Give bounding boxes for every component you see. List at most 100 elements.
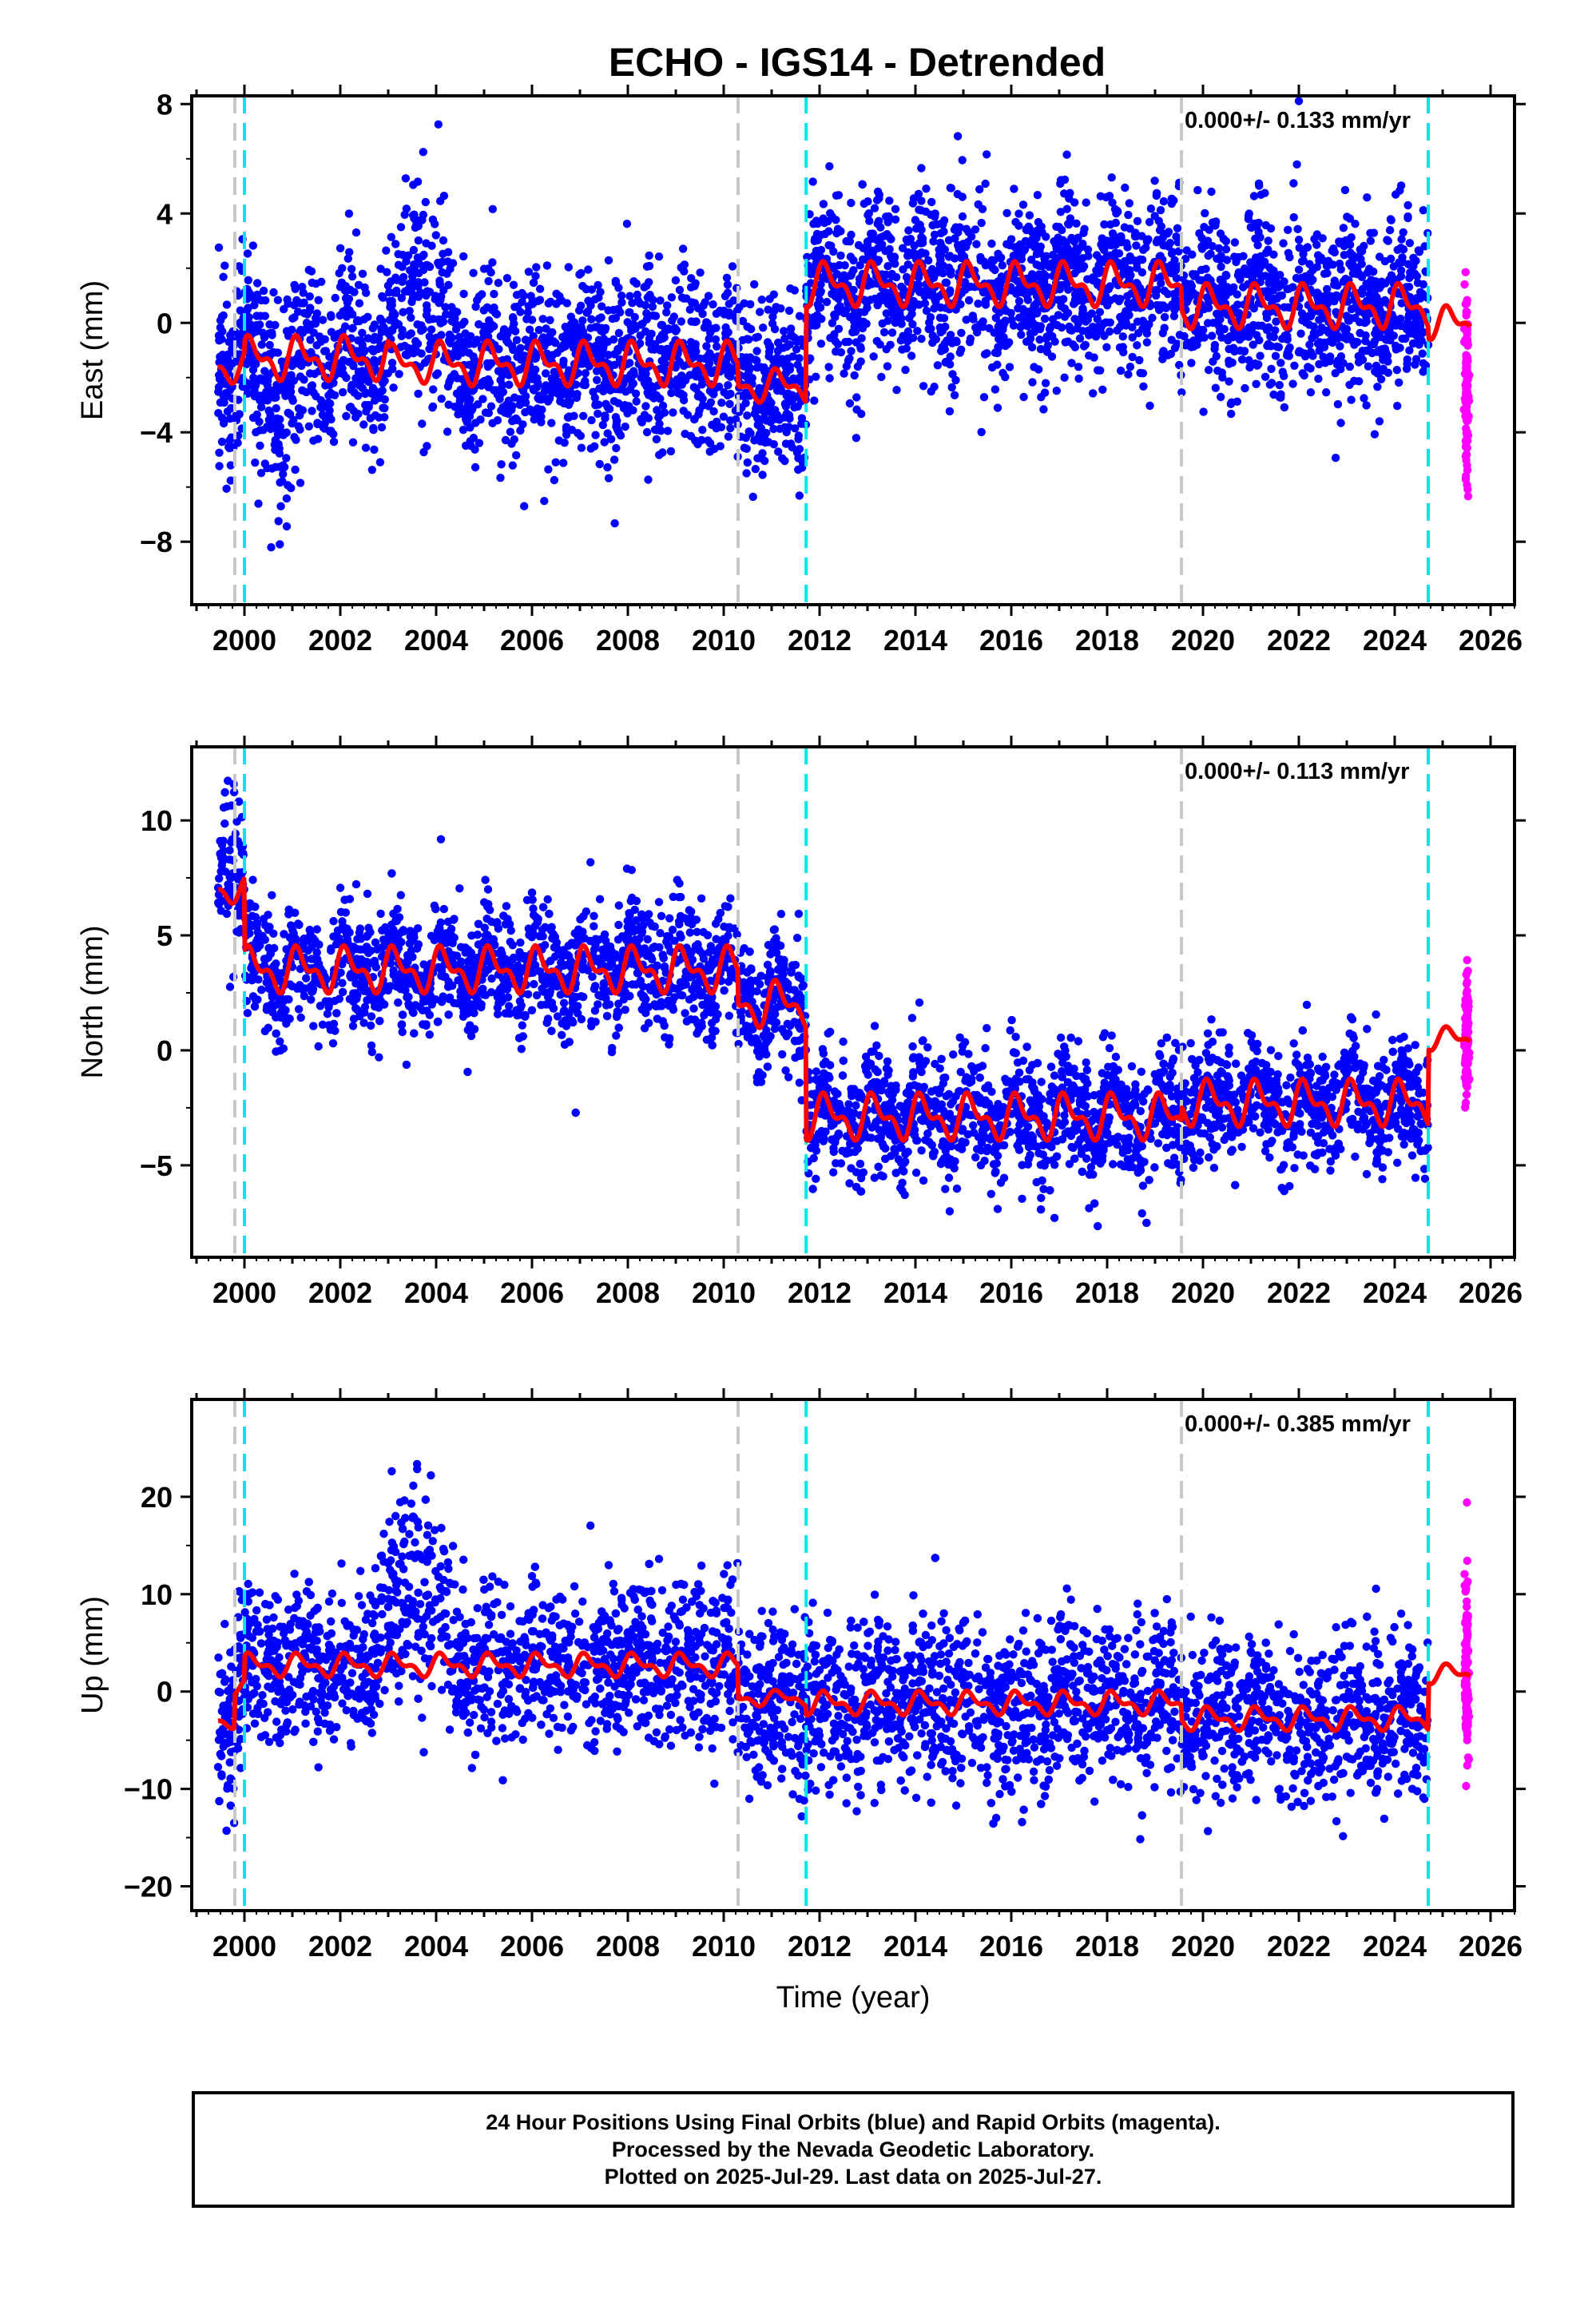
final-orbit-point	[244, 276, 252, 284]
final-orbit-point	[622, 220, 632, 228]
final-orbit-point	[474, 320, 483, 329]
final-orbit-point	[584, 265, 593, 274]
final-orbit-point	[759, 363, 768, 372]
final-orbit-point	[226, 476, 235, 485]
final-orbit-point	[342, 411, 351, 421]
final-orbit-point	[222, 484, 231, 493]
final-orbit-point	[300, 308, 308, 318]
final-orbit-point	[453, 308, 462, 316]
x-tick-label: 2026	[1459, 624, 1523, 657]
final-orbit-point	[891, 204, 900, 213]
final-orbit-point	[1113, 206, 1122, 216]
final-orbit-point	[1253, 222, 1261, 231]
final-orbit-point	[824, 227, 833, 236]
final-orbit-point	[1257, 321, 1267, 330]
final-orbit-point	[1217, 392, 1225, 402]
final-orbit-point	[532, 263, 541, 272]
final-orbit-point	[1297, 348, 1306, 357]
final-orbit-point	[709, 300, 717, 309]
final-orbit-point	[405, 307, 414, 316]
final-orbit-point	[1089, 389, 1098, 398]
final-orbit-point	[1160, 286, 1169, 296]
final-orbit-point	[832, 347, 840, 356]
final-orbit-point	[279, 431, 288, 439]
final-orbit-point	[410, 210, 419, 219]
final-orbit-point	[371, 359, 380, 367]
final-orbit-point	[254, 499, 263, 508]
final-orbit-point	[271, 435, 280, 445]
final-orbit-point	[917, 248, 927, 257]
rapid-orbit-point	[1462, 424, 1471, 433]
final-orbit-point	[290, 433, 299, 442]
final-orbit-point	[1369, 228, 1379, 237]
final-orbit-point	[1316, 253, 1326, 262]
final-orbit-point	[1267, 364, 1276, 373]
final-orbit-point	[1332, 329, 1341, 338]
final-orbit-point	[1393, 402, 1402, 411]
final-orbit-point	[1218, 373, 1227, 382]
final-orbit-point	[1413, 279, 1423, 288]
final-orbit-point	[691, 339, 700, 348]
final-orbit-point	[967, 232, 976, 241]
final-orbit-point	[262, 387, 271, 396]
final-orbit-point	[1284, 351, 1294, 360]
final-orbit-point	[581, 376, 590, 386]
final-orbit-point	[1355, 377, 1364, 386]
final-orbit-point	[658, 401, 668, 411]
final-orbit-point	[1172, 232, 1181, 241]
final-orbit-point	[709, 353, 717, 362]
final-orbit-point	[1399, 228, 1407, 237]
final-orbit-point	[708, 388, 717, 397]
final-orbit-point	[1256, 351, 1264, 360]
final-orbit-point	[1201, 264, 1210, 273]
x-tick-label: 2024	[1363, 624, 1427, 657]
final-orbit-point	[627, 326, 636, 335]
final-orbit-point	[617, 298, 626, 307]
final-orbit-point	[867, 229, 875, 238]
final-orbit-point	[399, 308, 407, 316]
final-orbit-point	[780, 413, 789, 422]
final-orbit-point	[887, 255, 897, 264]
final-orbit-point	[507, 439, 516, 448]
final-orbit-point	[886, 340, 895, 349]
final-orbit-point	[640, 379, 649, 387]
final-orbit-point	[1009, 321, 1018, 330]
final-orbit-point	[1060, 373, 1069, 382]
final-orbit-point	[1033, 191, 1042, 200]
final-orbit-point	[663, 427, 673, 435]
final-orbit-point	[604, 256, 613, 265]
final-orbit-point	[298, 283, 307, 292]
final-orbit-point	[897, 314, 906, 323]
final-orbit-point	[1102, 343, 1111, 351]
final-orbit-point	[565, 412, 574, 421]
final-orbit-point	[883, 362, 892, 371]
final-orbit-point	[1070, 315, 1079, 323]
final-orbit-point	[409, 245, 419, 255]
final-orbit-point	[1167, 194, 1177, 203]
final-orbit-point	[1331, 369, 1340, 378]
final-orbit-point	[1053, 320, 1062, 330]
final-orbit-point	[990, 328, 998, 337]
final-orbit-point	[908, 199, 918, 208]
final-orbit-point	[1290, 361, 1299, 370]
final-orbit-point	[282, 522, 292, 531]
final-orbit-point	[978, 204, 987, 213]
final-orbit-point	[297, 361, 306, 371]
final-orbit-point	[621, 387, 630, 396]
final-orbit-point	[913, 327, 922, 335]
final-orbit-point	[903, 236, 912, 244]
final-orbit-point	[873, 220, 882, 228]
final-orbit-point	[439, 286, 448, 295]
final-orbit-point	[1323, 284, 1332, 294]
final-orbit-point	[1000, 318, 1009, 327]
final-orbit-point	[993, 403, 1002, 412]
final-orbit-point	[958, 193, 967, 201]
final-orbit-point	[854, 240, 864, 250]
east-y-axis-label: East (mm)	[76, 280, 109, 420]
final-orbit-point	[445, 336, 454, 346]
final-orbit-point	[439, 236, 448, 245]
final-orbit-point	[1295, 244, 1304, 252]
final-orbit-point	[279, 470, 288, 478]
final-orbit-point	[1177, 388, 1186, 397]
final-orbit-point	[705, 335, 713, 343]
